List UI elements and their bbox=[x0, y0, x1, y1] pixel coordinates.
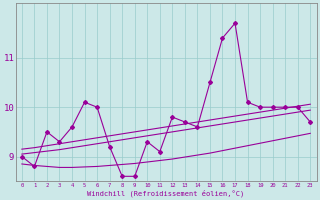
X-axis label: Windchill (Refroidissement éolien,°C): Windchill (Refroidissement éolien,°C) bbox=[87, 189, 245, 197]
